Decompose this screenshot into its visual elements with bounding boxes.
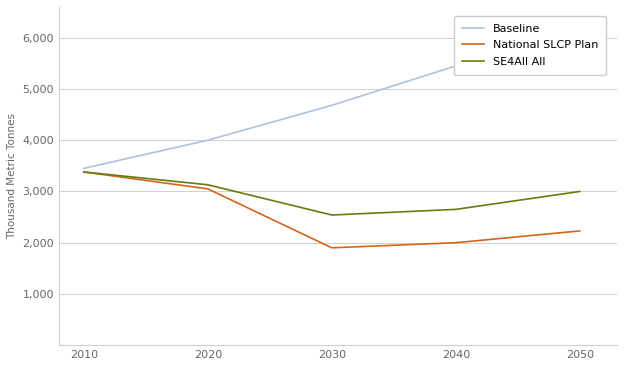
SE4All All: [452, 207, 460, 212]
National SLCP Plan: [328, 246, 336, 250]
National SLCP Plan: [80, 170, 87, 174]
Baseline: [576, 18, 583, 22]
National SLCP Plan: [452, 240, 460, 245]
SE4All All: [328, 213, 336, 217]
Y-axis label: Thousand Metric Tonnes: Thousand Metric Tonnes: [7, 113, 17, 239]
SE4All All: [204, 182, 212, 187]
SE4All All: [80, 170, 87, 174]
Line: National SLCP Plan: National SLCP Plan: [84, 172, 580, 248]
National SLCP Plan: [576, 229, 583, 233]
Legend: Baseline, National SLCP Plan, SE4All All: Baseline, National SLCP Plan, SE4All All: [454, 16, 606, 75]
Baseline: [328, 103, 336, 108]
National SLCP Plan: [204, 187, 212, 191]
SE4All All: [576, 189, 583, 194]
Baseline: [80, 166, 87, 171]
Baseline: [204, 138, 212, 142]
Baseline: [452, 64, 460, 68]
Line: Baseline: Baseline: [84, 20, 580, 168]
Line: SE4All All: SE4All All: [84, 172, 580, 215]
